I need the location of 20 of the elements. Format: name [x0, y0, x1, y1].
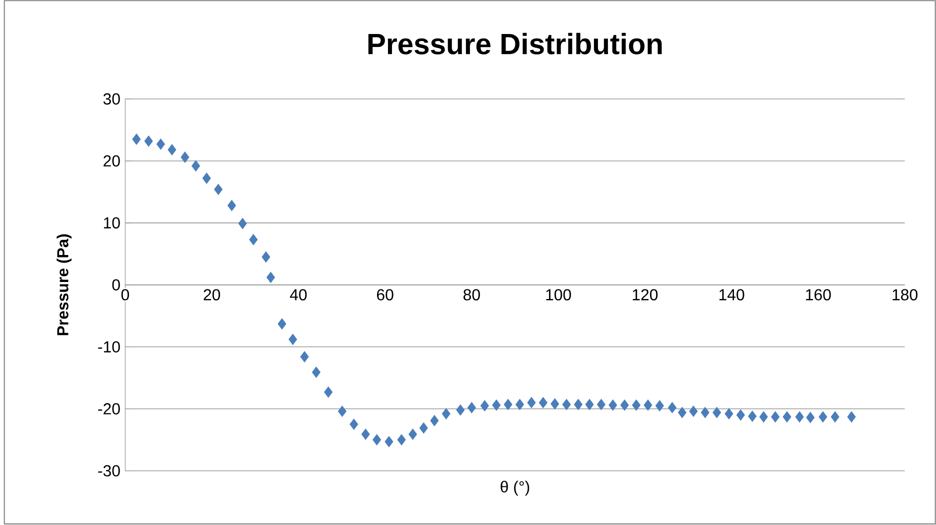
- y-tick-label: 30: [103, 94, 120, 105]
- x-tick-label: 40: [290, 289, 307, 301]
- y-tick-label: 20: [104, 155, 120, 167]
- x-tick-label: 180: [892, 289, 918, 301]
- y-tick-label: 0: [112, 279, 120, 291]
- x-tick-label: 80: [464, 289, 480, 301]
- y-tick-label: -30: [98, 465, 120, 477]
- y-axis-title: Pressure (Pa): [56, 234, 72, 336]
- x-tick-label: 60: [377, 289, 394, 301]
- x-tick-label: 120: [632, 289, 658, 301]
- y-tick-label: 10: [104, 217, 120, 229]
- x-tick-label: 100: [546, 289, 571, 301]
- x-axis-title: θ (°): [500, 481, 530, 496]
- x-tick-label: 20: [204, 289, 220, 301]
- x-tick-label: 0: [121, 289, 130, 301]
- x-tick-label: 140: [719, 289, 744, 301]
- y-tick-label: -10: [98, 341, 120, 353]
- x-tick-label: 160: [806, 289, 831, 301]
- y-tick-label: -20: [98, 403, 120, 415]
- chart-title: Pressure Distribution: [368, 33, 662, 55]
